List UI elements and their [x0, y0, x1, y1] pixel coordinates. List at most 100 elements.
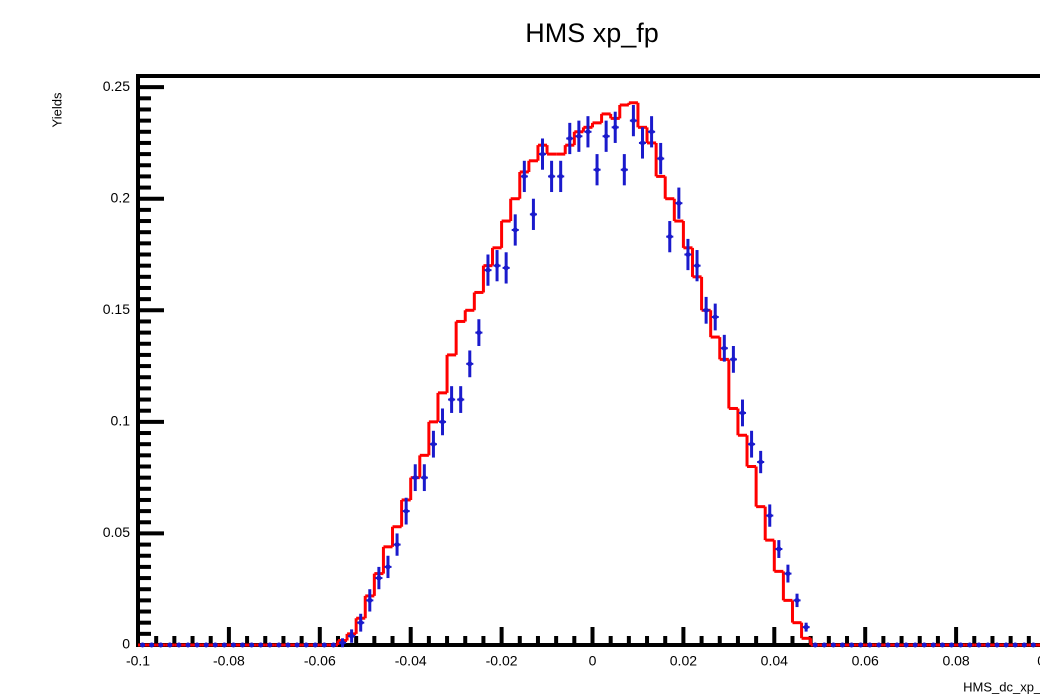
data-point [185, 642, 191, 648]
data-point [585, 129, 591, 135]
x-tick-label: 0 [589, 653, 597, 669]
x-tick-label: -0.08 [213, 653, 245, 669]
data-point [212, 642, 218, 648]
plot-frame [136, 74, 1040, 647]
data-point [194, 642, 200, 648]
data-point [812, 642, 818, 648]
data-point [458, 397, 464, 403]
data-point [694, 263, 700, 269]
data-point [476, 330, 482, 336]
data-point [576, 133, 582, 139]
data-point [976, 642, 982, 648]
data-point [639, 140, 645, 146]
data-point [403, 508, 409, 514]
data-point [221, 642, 227, 648]
data-point [449, 397, 455, 403]
data-point [849, 642, 855, 648]
data-point [676, 200, 682, 206]
data-point [721, 345, 727, 351]
data-point [385, 564, 391, 570]
data-point [267, 642, 273, 648]
data-point [612, 124, 618, 130]
x-tick-label: 0.02 [670, 653, 697, 669]
data-point [376, 575, 382, 581]
data-point [712, 314, 718, 320]
x-tick-label: -0.04 [395, 653, 427, 669]
data-point [1003, 642, 1009, 648]
data-point [321, 642, 327, 648]
data-point [739, 410, 745, 416]
data-point [176, 642, 182, 648]
data-point [240, 642, 246, 648]
data-point [594, 167, 600, 173]
data-point [767, 513, 773, 519]
data-point [821, 642, 827, 648]
x-tick-label: 0.1 [1037, 653, 1040, 669]
data-point [985, 642, 991, 648]
data-point [730, 356, 736, 362]
data-point [758, 459, 764, 465]
x-tick-label: -0.02 [486, 653, 518, 669]
data-point [776, 546, 782, 552]
data-point [1030, 642, 1036, 648]
data-point [649, 129, 655, 135]
data-point [412, 475, 418, 481]
data-point [903, 642, 909, 648]
data-point [858, 642, 864, 648]
data-point [785, 571, 791, 577]
data-point [440, 419, 446, 425]
data-point [421, 475, 427, 481]
data-point [885, 642, 891, 648]
data-point [658, 156, 664, 162]
y-tick-label: 0.05 [103, 524, 130, 540]
data-point [312, 642, 318, 648]
x-tick-label: 0.06 [852, 653, 879, 669]
data-point [1012, 642, 1018, 648]
data-point [249, 642, 255, 648]
data-point [994, 642, 1000, 648]
data-point [667, 234, 673, 240]
data-point [158, 642, 164, 648]
data-point [430, 441, 436, 447]
data-point [349, 633, 355, 639]
data-point [930, 642, 936, 648]
data-point [967, 642, 973, 648]
data-point [549, 173, 555, 179]
data-point [494, 263, 500, 269]
data-point [867, 642, 873, 648]
data-point [939, 642, 945, 648]
data-point [512, 227, 518, 233]
data-point [1021, 642, 1027, 648]
chart-title: HMS xp_fp [525, 18, 659, 48]
y-tick-label: 0.15 [103, 301, 130, 317]
data-point [230, 642, 236, 648]
data-point [276, 642, 282, 648]
data-point [358, 620, 364, 626]
data-point [467, 361, 473, 367]
data-point [485, 267, 491, 273]
data-point [894, 642, 900, 648]
step-connector [336, 102, 813, 645]
data-point [540, 151, 546, 157]
data-point [803, 624, 809, 630]
data-point [294, 642, 300, 648]
data-point [558, 173, 564, 179]
data-point [367, 597, 373, 603]
y-tick-label: 0.25 [103, 78, 130, 94]
data-point [703, 307, 709, 313]
data-point [285, 642, 291, 648]
y-tick-label: 0.1 [111, 413, 131, 429]
data-point [340, 640, 346, 646]
data-point [949, 642, 955, 648]
data-point [521, 173, 527, 179]
y-tick-label: 0.2 [111, 189, 131, 205]
data-point [876, 642, 882, 648]
data-point [685, 252, 691, 258]
data-point [794, 597, 800, 603]
data-point [830, 642, 836, 648]
data-point [140, 642, 146, 648]
y-tick-label: 0 [122, 636, 130, 652]
x-axis-label: HMS_dc_xp_fp [963, 679, 1040, 694]
